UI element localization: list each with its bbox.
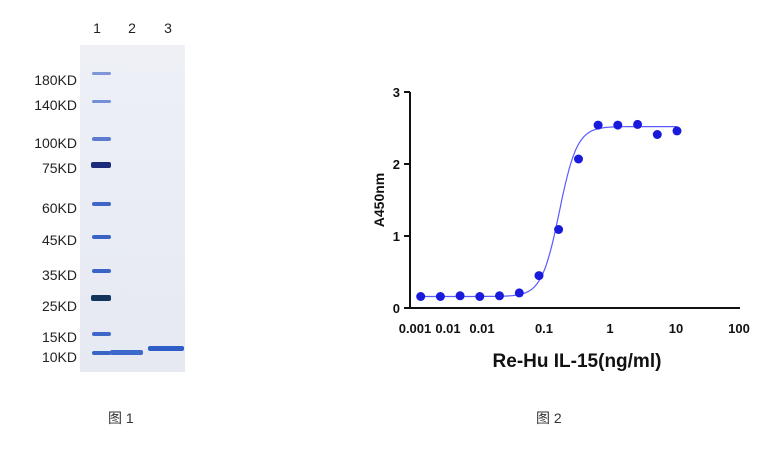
x-tick-label: 10 bbox=[669, 321, 683, 336]
ladder-band bbox=[92, 72, 111, 75]
ladder-band bbox=[92, 235, 111, 239]
x-tick-label: 1 bbox=[606, 321, 613, 336]
data-point bbox=[672, 126, 682, 136]
marker-label-10kd: 10KD bbox=[41, 349, 77, 365]
data-point bbox=[495, 291, 504, 301]
y-tick-label: 0 bbox=[393, 301, 400, 316]
y-axis-label: A450nm bbox=[371, 173, 387, 227]
lane-number-1: 1 bbox=[93, 20, 101, 36]
marker-label-180kd: 180KD bbox=[34, 72, 77, 88]
x-tick-label: 0.01 bbox=[435, 321, 460, 336]
ladder-band bbox=[92, 137, 111, 141]
data-point bbox=[613, 120, 623, 130]
sample-band-lane-2 bbox=[110, 350, 143, 355]
figure-1-caption: 图 1 bbox=[108, 410, 134, 426]
x-tick-label: 0.001 bbox=[399, 321, 432, 336]
x-axis: 0.001 0.01 0.01 0.1 1 10 100 Re-Hu IL-15… bbox=[399, 307, 750, 372]
y-axis: 0 1 2 3 A450nm bbox=[371, 85, 411, 316]
figure-2-caption: 图 2 bbox=[536, 410, 562, 426]
ladder-band bbox=[92, 100, 111, 103]
lane-number-3: 3 bbox=[164, 20, 172, 36]
marker-label-60kd: 60KD bbox=[41, 200, 77, 216]
marker-label-45kd: 45KD bbox=[41, 232, 77, 248]
x-axis-label: Re-Hu IL-15(ng/ml) bbox=[493, 351, 662, 372]
lane-number-2: 2 bbox=[128, 20, 136, 36]
y-tick-label: 1 bbox=[393, 229, 400, 244]
ladder-band bbox=[91, 162, 111, 168]
data-point bbox=[633, 119, 643, 129]
marker-label-75kd: 75KD bbox=[41, 160, 77, 176]
data-point bbox=[475, 292, 485, 301]
ladder-band bbox=[91, 295, 111, 301]
ladder-band bbox=[92, 269, 111, 273]
x-tick-label: 0.1 bbox=[535, 321, 553, 336]
ladder-band bbox=[92, 332, 111, 336]
gel-image bbox=[80, 45, 185, 372]
data-point bbox=[534, 271, 544, 281]
data-point bbox=[435, 292, 445, 301]
data-point bbox=[593, 120, 603, 130]
y-tick-label: 3 bbox=[393, 85, 400, 100]
ladder-band bbox=[92, 351, 111, 355]
y-tick-label: 2 bbox=[393, 157, 400, 172]
fit-curve bbox=[420, 126, 677, 298]
marker-label-15kd: 15KD bbox=[41, 329, 77, 345]
marker-label-35kd: 35KD bbox=[41, 267, 77, 283]
x-tick-label: 100 bbox=[728, 321, 750, 336]
ladder-band bbox=[92, 202, 111, 206]
marker-label-140kd: 140KD bbox=[34, 97, 77, 113]
data-point bbox=[554, 225, 564, 234]
marker-label-25kd: 25KD bbox=[41, 298, 77, 314]
data-point bbox=[416, 292, 426, 301]
sample-band-lane-3 bbox=[148, 346, 184, 351]
x-tick-label: 0.01 bbox=[469, 321, 494, 336]
data-point bbox=[574, 154, 583, 164]
data-point bbox=[514, 288, 524, 298]
data-point bbox=[652, 130, 662, 139]
marker-label-100kd: 100KD bbox=[34, 135, 77, 151]
data-points bbox=[416, 119, 682, 301]
data-point bbox=[455, 291, 465, 301]
